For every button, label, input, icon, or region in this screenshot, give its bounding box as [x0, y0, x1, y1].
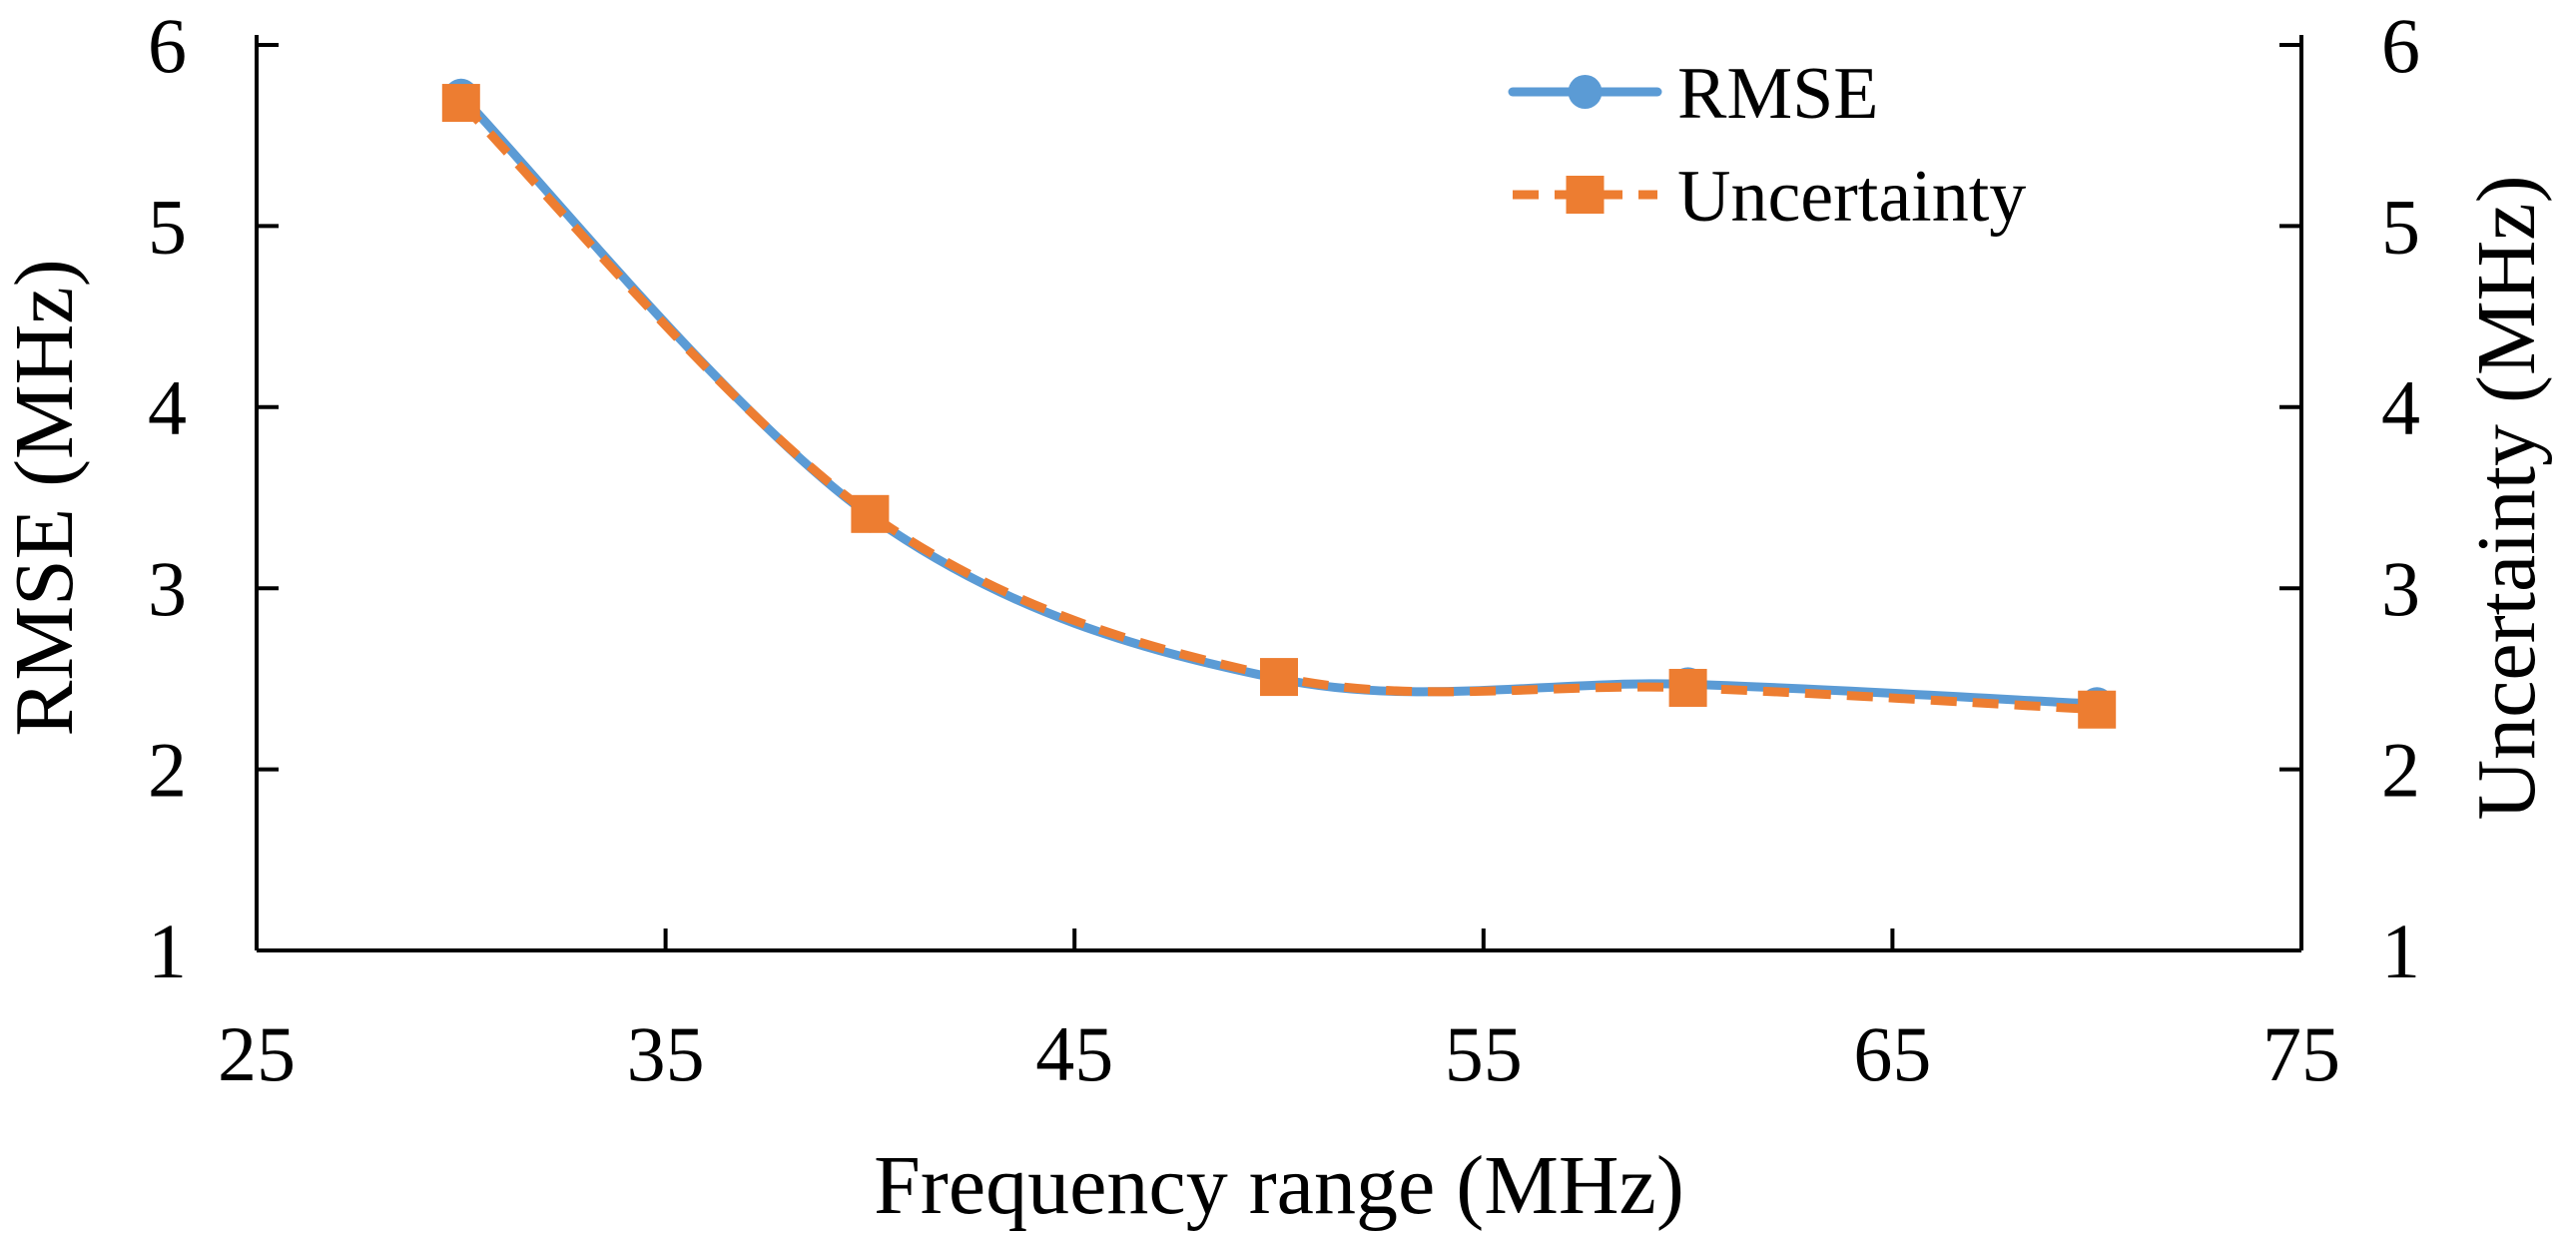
y-right-tick-label: 2 — [2381, 727, 2420, 814]
x-tick-label: 65 — [1853, 1010, 1931, 1097]
x-tick-label: 55 — [1445, 1010, 1523, 1097]
data-point-uncertainty — [1668, 668, 1707, 707]
x-tick-label: 25 — [218, 1010, 296, 1097]
legend-item-rmse: RMSE — [1508, 53, 1879, 135]
y-right-tick-label: 4 — [2381, 364, 2420, 451]
data-point-uncertainty — [2078, 690, 2117, 729]
y-axis-left-title: RMSE (MHz) — [0, 259, 91, 736]
legend: RMSE Uncertainty — [1508, 53, 2026, 238]
y-left-tick-label: 3 — [148, 545, 187, 632]
legend-rmse-label: RMSE — [1677, 53, 1879, 135]
legend-uncertainty-label: Uncertainty — [1677, 156, 2026, 238]
legend-uncertainty-marker — [1566, 176, 1605, 214]
legend-rmse-marker — [1568, 75, 1603, 109]
y-left-tick-label: 4 — [148, 364, 187, 451]
y-right-tick-label: 6 — [2381, 2, 2420, 89]
y-left-tick-label: 2 — [148, 727, 187, 814]
y-right-tick-label: 5 — [2381, 183, 2420, 270]
y-left-tick-label: 5 — [148, 183, 187, 270]
y-left-tick-label: 1 — [148, 908, 187, 994]
legend-item-uncertainty: Uncertainty — [1513, 156, 2026, 238]
axes — [255, 35, 2303, 952]
y-axis-right-title: Uncertainty (MHz) — [2460, 175, 2553, 820]
series-uncertainty-line — [457, 99, 2098, 715]
x-tick-label: 35 — [627, 1010, 705, 1097]
x-tick-label: 75 — [2262, 1010, 2340, 1097]
x-axis-title: Frequency range (MHz) — [874, 1139, 1684, 1232]
data-point-uncertainty — [1260, 658, 1298, 697]
y-right-tick-label: 3 — [2381, 545, 2420, 632]
y-right-tick-label: 1 — [2381, 908, 2420, 994]
data-point-uncertainty — [851, 494, 890, 533]
y-left-tick-label: 6 — [148, 2, 187, 89]
series-uncertainty — [441, 84, 2117, 729]
x-tick-label: 45 — [1035, 1010, 1113, 1097]
data-point-uncertainty — [441, 84, 480, 123]
series — [441, 78, 2117, 729]
